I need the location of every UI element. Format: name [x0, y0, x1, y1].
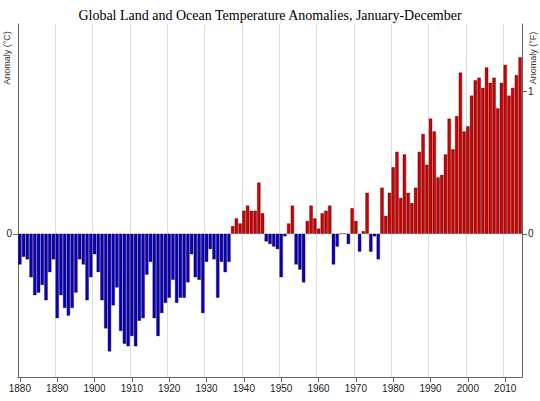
- svg-text:Anomaly (°C): Anomaly (°C): [2, 31, 12, 85]
- svg-text:1: 1: [528, 86, 534, 97]
- svg-text:1900: 1900: [83, 383, 106, 394]
- svg-text:1880: 1880: [9, 383, 32, 394]
- svg-text:0: 0: [528, 228, 534, 239]
- svg-text:1890: 1890: [46, 383, 69, 394]
- svg-text:1920: 1920: [158, 383, 181, 394]
- svg-text:Global Land and Ocean Temperat: Global Land and Ocean Temperature Anomal…: [78, 8, 462, 23]
- svg-text:1980: 1980: [382, 383, 405, 394]
- svg-text:1970: 1970: [345, 383, 368, 394]
- svg-text:1940: 1940: [233, 383, 256, 394]
- svg-text:2010: 2010: [494, 383, 517, 394]
- svg-text:2000: 2000: [457, 383, 480, 394]
- svg-text:Anomaly (°F): Anomaly (°F): [528, 32, 538, 85]
- svg-text:1930: 1930: [195, 383, 218, 394]
- svg-text:0: 0: [6, 228, 12, 239]
- svg-text:1990: 1990: [419, 383, 442, 394]
- svg-text:1910: 1910: [121, 383, 144, 394]
- svg-text:1960: 1960: [307, 383, 330, 394]
- svg-text:1950: 1950: [270, 383, 293, 394]
